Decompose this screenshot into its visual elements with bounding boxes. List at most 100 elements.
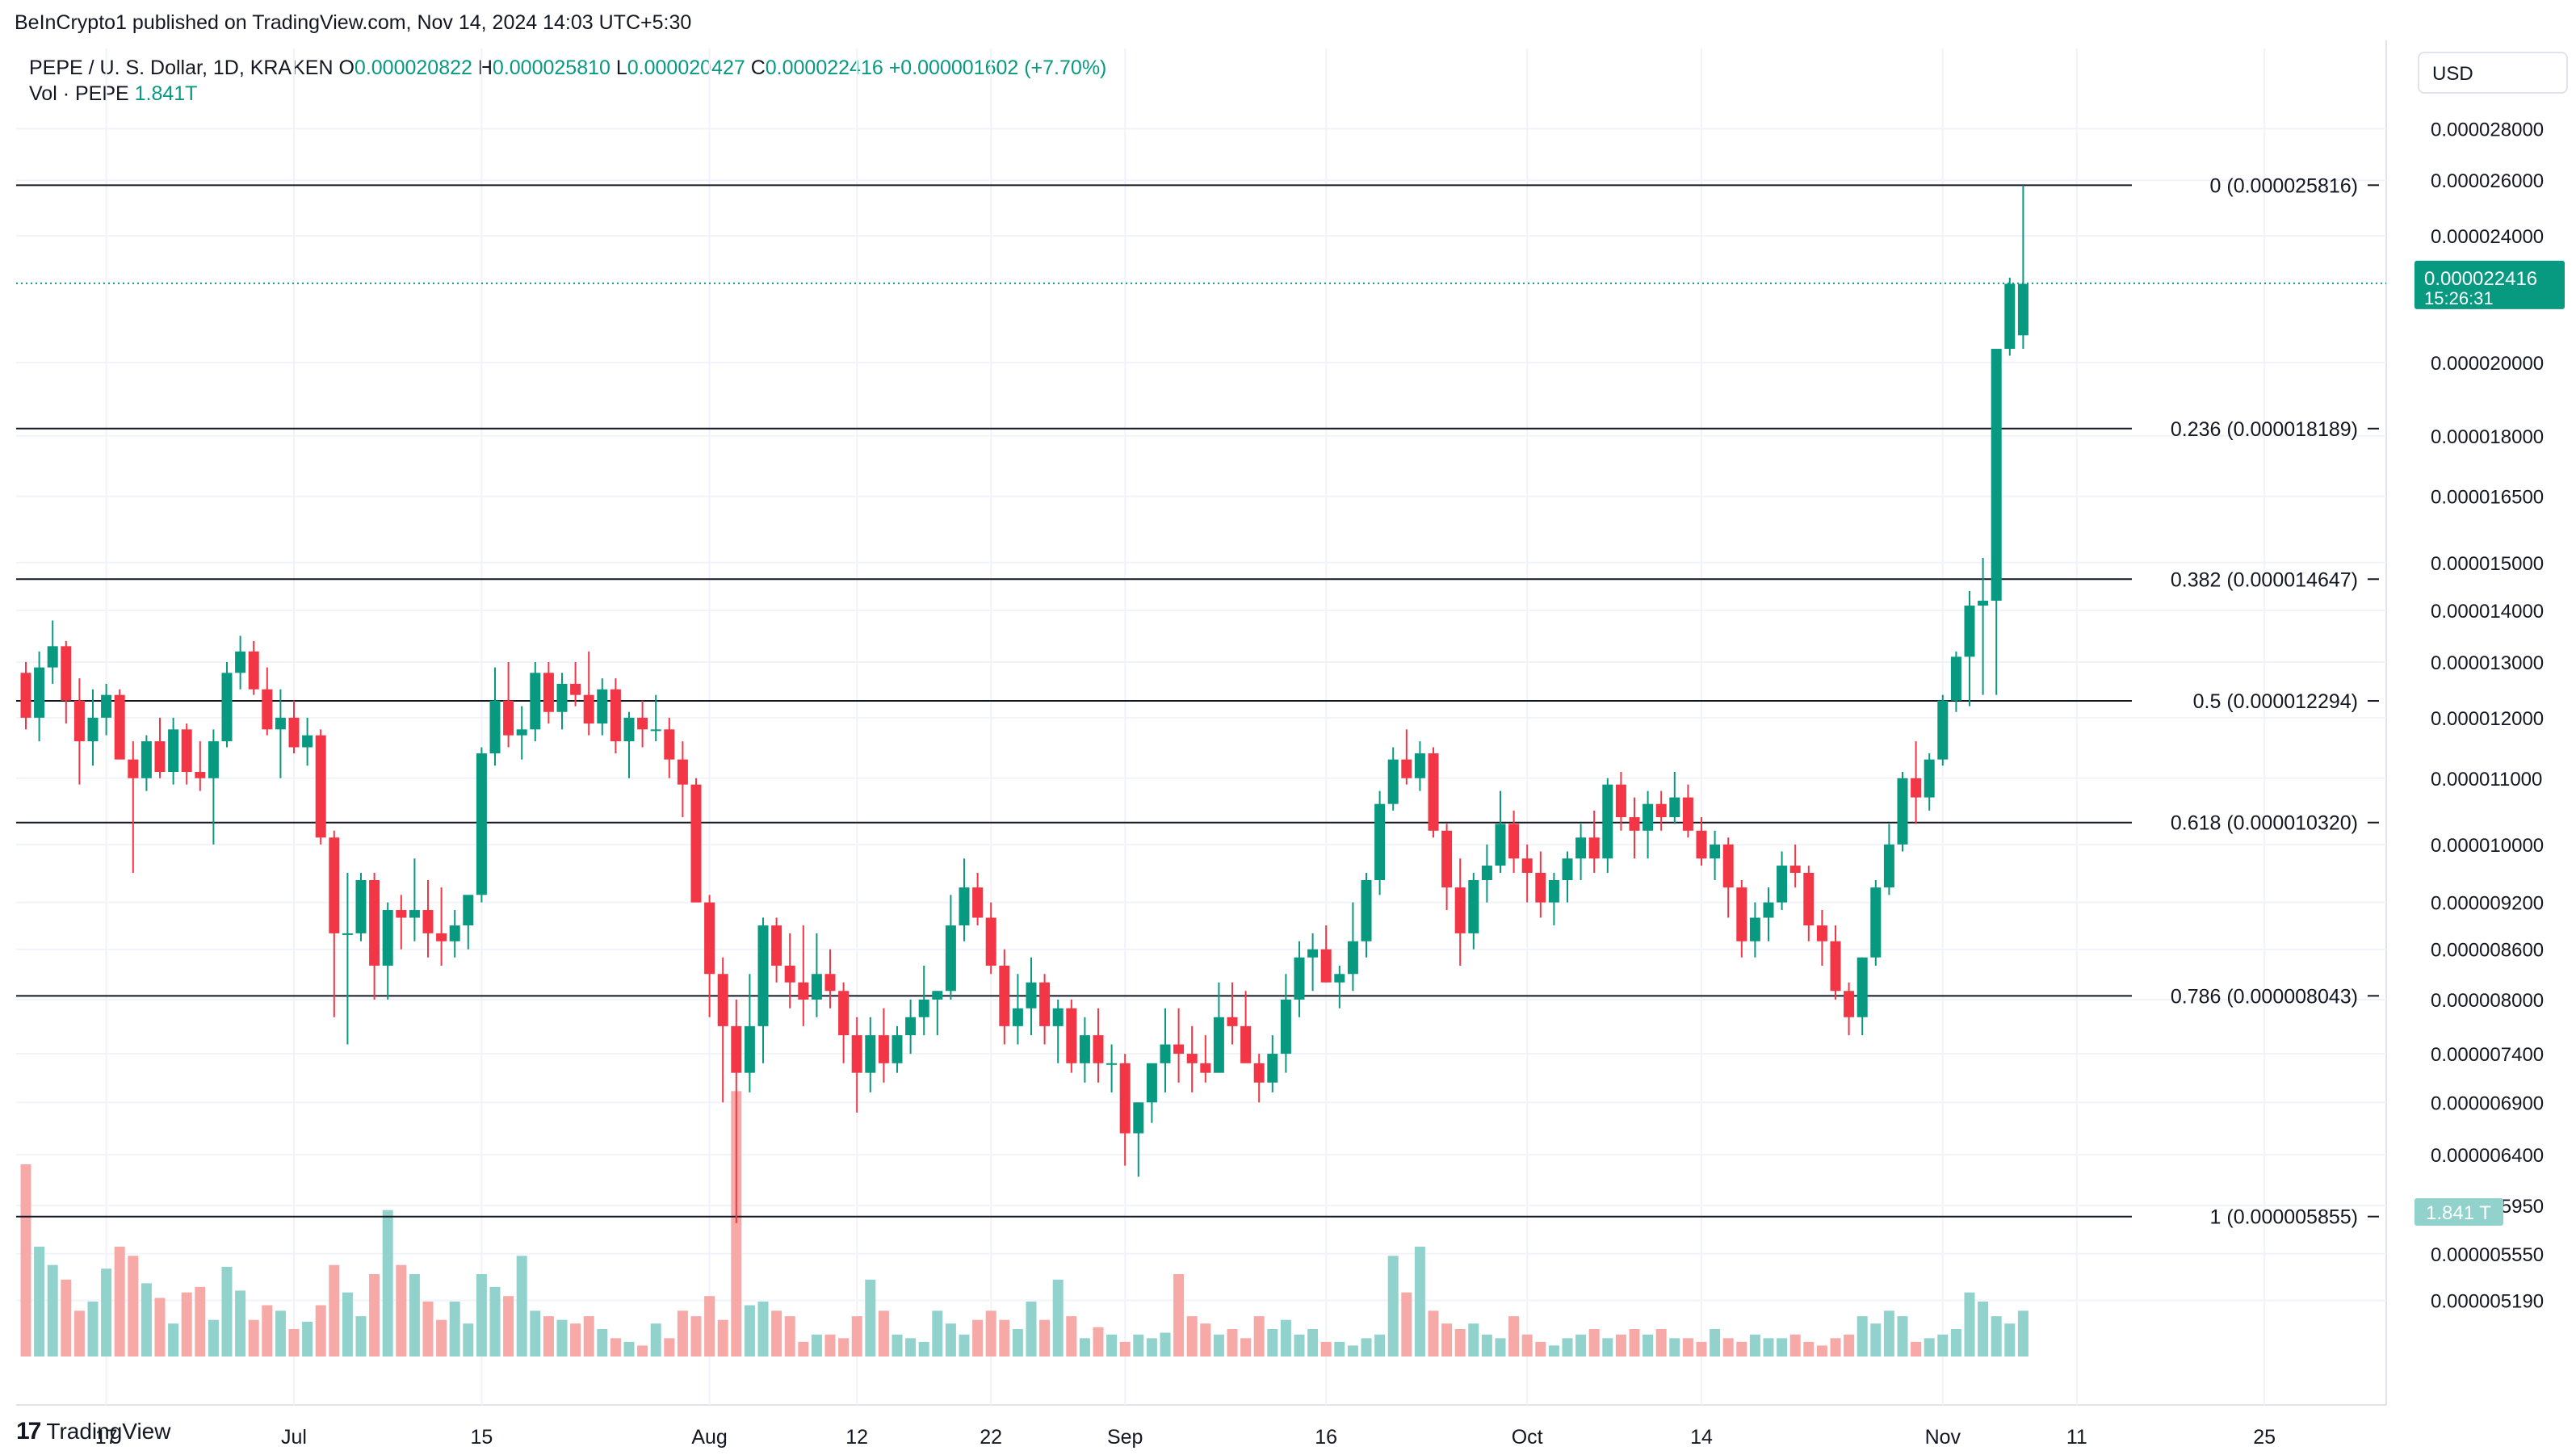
candle-body — [248, 651, 259, 690]
candle-body — [1441, 830, 1453, 888]
volume-bar — [892, 1334, 903, 1356]
volume-bar — [1320, 1341, 1332, 1356]
volume-bar — [690, 1316, 702, 1356]
volume-bar — [409, 1274, 420, 1356]
brand-name: TradingView — [46, 1419, 171, 1444]
candle-body — [1803, 872, 1815, 926]
volume-bar — [570, 1323, 581, 1356]
candle-body — [945, 925, 956, 992]
candle-body — [1481, 866, 1492, 881]
close-label: C — [750, 57, 766, 79]
candle-body — [422, 910, 434, 933]
time-tick-label: 25 — [2253, 1426, 2276, 1449]
volume-bar — [1200, 1323, 1211, 1356]
volume-bar — [1897, 1316, 1908, 1356]
volume-bar — [1562, 1338, 1573, 1356]
candle-body — [463, 895, 474, 926]
candle-body — [556, 683, 568, 712]
candle-body — [154, 741, 166, 772]
candle-body — [744, 1025, 755, 1073]
volume-bar — [1361, 1338, 1372, 1356]
volume-bar — [932, 1310, 943, 1356]
candle-body — [114, 694, 125, 760]
volume-bar — [1401, 1292, 1412, 1356]
volume-bar — [181, 1292, 192, 1356]
volume-bar — [1883, 1310, 1894, 1356]
candle-body — [1280, 999, 1291, 1055]
time-tick-label: Aug — [691, 1426, 727, 1449]
price-tick-label: 0.000011000 — [2431, 769, 2542, 790]
candle-body — [369, 880, 380, 966]
volume-bar — [1696, 1341, 1707, 1356]
fib-level-label: 0.618 (0.000010320) — [2171, 812, 2358, 835]
candle-body — [1012, 1008, 1023, 1026]
currency-selector[interactable]: USD — [2418, 52, 2568, 94]
volume-bar — [1643, 1334, 1654, 1356]
volume-bar — [1227, 1329, 1238, 1356]
time-tick-label: 17 — [95, 1426, 118, 1449]
volume-bar — [1710, 1329, 1721, 1356]
tradingview-logo-icon: 17 — [16, 1418, 41, 1445]
candle-body — [1870, 887, 1882, 958]
volume-bar — [798, 1341, 809, 1356]
volume-bar — [87, 1302, 99, 1356]
candle-body — [1106, 1063, 1118, 1065]
candle-body — [1066, 1008, 1077, 1063]
candle-body — [449, 925, 460, 941]
volume-bar — [1267, 1329, 1278, 1356]
volume-bar — [396, 1264, 407, 1356]
price-tick-label: 0.000006400 — [2431, 1145, 2544, 1167]
candle-body — [288, 717, 300, 748]
time-axis[interactable]: 17 Jul 15 Aug 12 22 Sep 16 Oct 14 Nov 11 25 — [95, 1426, 2276, 1449]
candle-body — [195, 771, 206, 778]
candle-body — [73, 700, 85, 742]
candle-body — [757, 925, 769, 1026]
symbol-legend: PEPE / U. S. Dollar, 1D, KRAKEN O0.00002… — [29, 57, 1106, 80]
candle-body — [235, 651, 246, 673]
volume-bar — [959, 1334, 970, 1356]
candle-body — [1361, 880, 1372, 941]
volume-bar — [1615, 1334, 1626, 1356]
candle-body — [1950, 656, 1961, 701]
volume-bar — [1253, 1316, 1265, 1356]
candle-body — [1535, 872, 1546, 903]
volume-bar — [757, 1302, 769, 1356]
tradingview-brand[interactable]: 17 TradingView — [16, 1418, 170, 1445]
volume-bar — [731, 1091, 742, 1356]
volume-bar — [476, 1274, 487, 1356]
candle-body — [704, 902, 715, 975]
volume-bar — [918, 1341, 929, 1356]
volume-bar — [865, 1279, 876, 1356]
candle-body — [1655, 803, 1667, 818]
candle-body — [650, 729, 661, 732]
volume-bar — [972, 1319, 984, 1356]
volume-bar — [1978, 1302, 1989, 1356]
volume-bar — [288, 1329, 300, 1356]
candle-body — [168, 729, 179, 772]
last-volume-badge — [2414, 1198, 2503, 1226]
time-tick-label: Jul — [281, 1426, 307, 1449]
candle-body — [208, 741, 219, 778]
candle-body — [1696, 830, 1707, 859]
candle-body — [87, 717, 99, 742]
volume-bar — [1991, 1316, 2002, 1356]
fib-level-label: 0 (0.000025816) — [2210, 174, 2358, 197]
candle-body — [329, 837, 340, 933]
volume-bar — [1173, 1274, 1185, 1356]
fib-level-label: 1 (0.000005855) — [2210, 1206, 2358, 1229]
volume-bar — [1012, 1329, 1023, 1356]
volume-bar — [208, 1319, 219, 1356]
volume-bar — [1803, 1341, 1815, 1356]
volume-bar — [905, 1338, 917, 1356]
candle-body — [436, 933, 447, 941]
candle-body — [1749, 917, 1760, 941]
candle-body — [382, 910, 393, 966]
volume-bar — [556, 1319, 568, 1356]
candle-body — [1160, 1044, 1171, 1063]
candle-body — [128, 759, 139, 778]
candle-body — [2017, 283, 2028, 336]
candle-body — [61, 646, 72, 701]
candle-body — [20, 673, 31, 718]
